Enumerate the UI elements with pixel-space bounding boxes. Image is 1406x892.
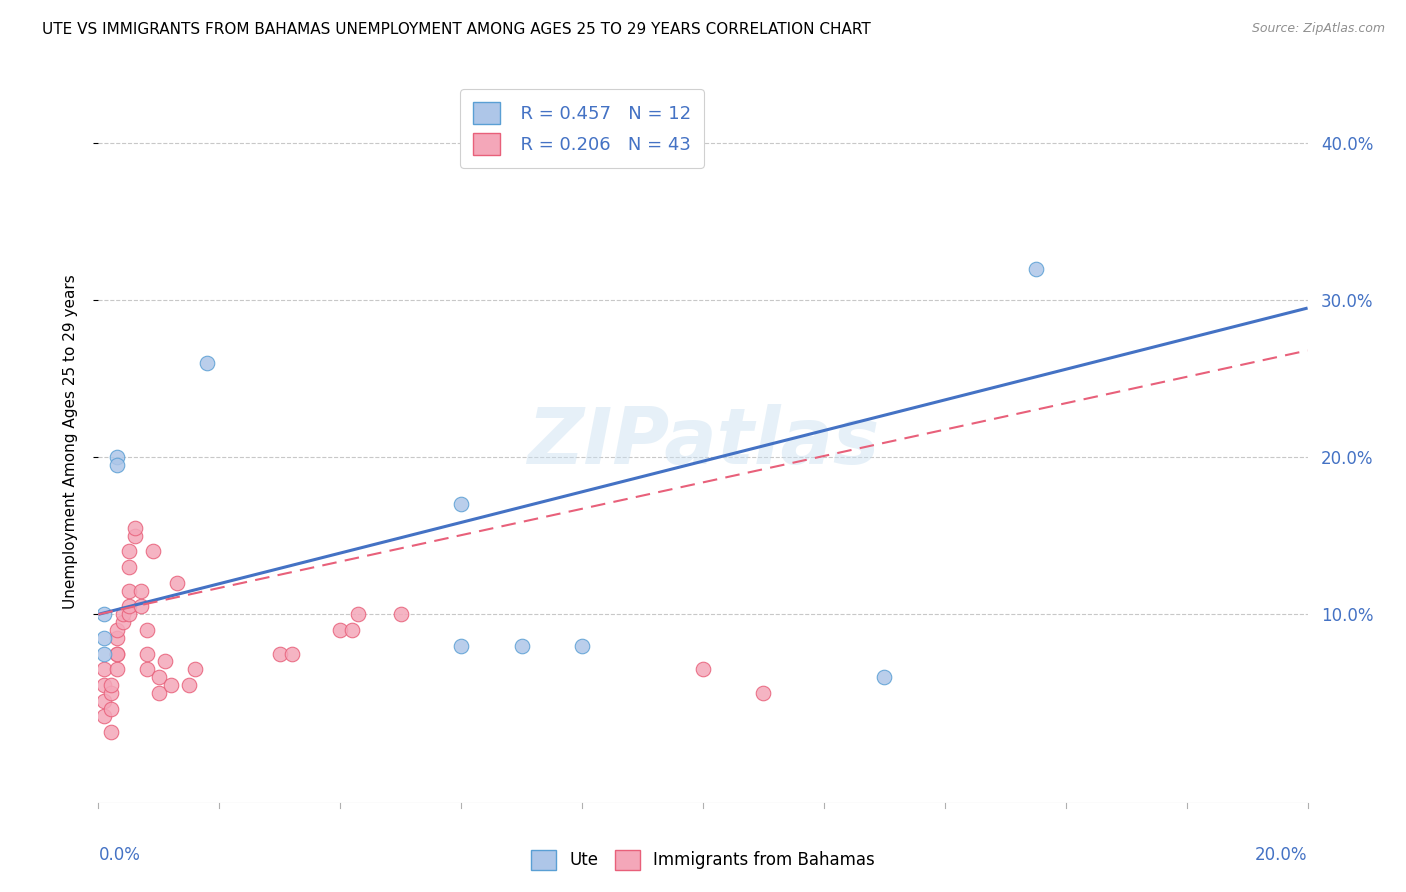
Point xyxy=(342,623,364,637)
Text: UTE VS IMMIGRANTS FROM BAHAMAS UNEMPLOYMENT AMONG AGES 25 TO 29 YEARS CORRELATIO: UTE VS IMMIGRANTS FROM BAHAMAS UNEMPLOYM… xyxy=(42,22,870,37)
Point xyxy=(118,544,141,558)
Point xyxy=(105,450,128,465)
Point xyxy=(148,670,170,684)
Point xyxy=(135,662,157,676)
Point xyxy=(329,623,352,637)
Point xyxy=(118,583,141,598)
Legend:   R = 0.457   N = 12,   R = 0.206   N = 43: R = 0.457 N = 12, R = 0.206 N = 43 xyxy=(460,89,704,168)
Point xyxy=(93,662,115,676)
Text: 0.0%: 0.0% xyxy=(98,847,141,864)
Point xyxy=(135,647,157,661)
Point xyxy=(100,686,122,700)
Point xyxy=(153,655,176,669)
Point xyxy=(111,615,134,630)
Point xyxy=(100,678,122,692)
Point xyxy=(100,701,122,715)
Point xyxy=(347,607,370,622)
Point xyxy=(105,631,128,645)
Point xyxy=(873,670,896,684)
Text: Source: ZipAtlas.com: Source: ZipAtlas.com xyxy=(1251,22,1385,36)
Point xyxy=(118,607,141,622)
Point xyxy=(184,662,207,676)
Point xyxy=(93,631,115,645)
Point xyxy=(389,607,412,622)
Point xyxy=(450,639,472,653)
Point xyxy=(93,647,115,661)
Point xyxy=(510,639,533,653)
Point xyxy=(100,725,122,739)
Point xyxy=(450,497,472,511)
Point xyxy=(93,709,115,723)
Point xyxy=(269,647,291,661)
Point xyxy=(160,678,183,692)
Point xyxy=(1024,261,1046,276)
Point xyxy=(105,662,128,676)
Point xyxy=(129,583,152,598)
Point xyxy=(571,639,593,653)
Point xyxy=(93,694,115,708)
Point xyxy=(281,647,304,661)
Point xyxy=(105,647,128,661)
Point xyxy=(124,521,146,535)
Point xyxy=(752,686,775,700)
Point xyxy=(111,607,134,622)
Text: ZIPatlas: ZIPatlas xyxy=(527,403,879,480)
Point xyxy=(118,599,141,614)
Text: 20.0%: 20.0% xyxy=(1256,847,1308,864)
Legend: Ute, Immigrants from Bahamas: Ute, Immigrants from Bahamas xyxy=(524,843,882,877)
Point xyxy=(179,678,201,692)
Point xyxy=(692,662,714,676)
Point xyxy=(105,458,128,472)
Point xyxy=(135,623,157,637)
Point xyxy=(142,544,165,558)
Point xyxy=(105,647,128,661)
Point xyxy=(166,575,188,590)
Point xyxy=(118,560,141,574)
Point xyxy=(124,529,146,543)
Point xyxy=(105,623,128,637)
Y-axis label: Unemployment Among Ages 25 to 29 years: Unemployment Among Ages 25 to 29 years xyxy=(63,274,77,609)
Point xyxy=(148,686,170,700)
Point xyxy=(195,356,218,370)
Point xyxy=(93,678,115,692)
Point xyxy=(129,599,152,614)
Point xyxy=(93,607,115,622)
